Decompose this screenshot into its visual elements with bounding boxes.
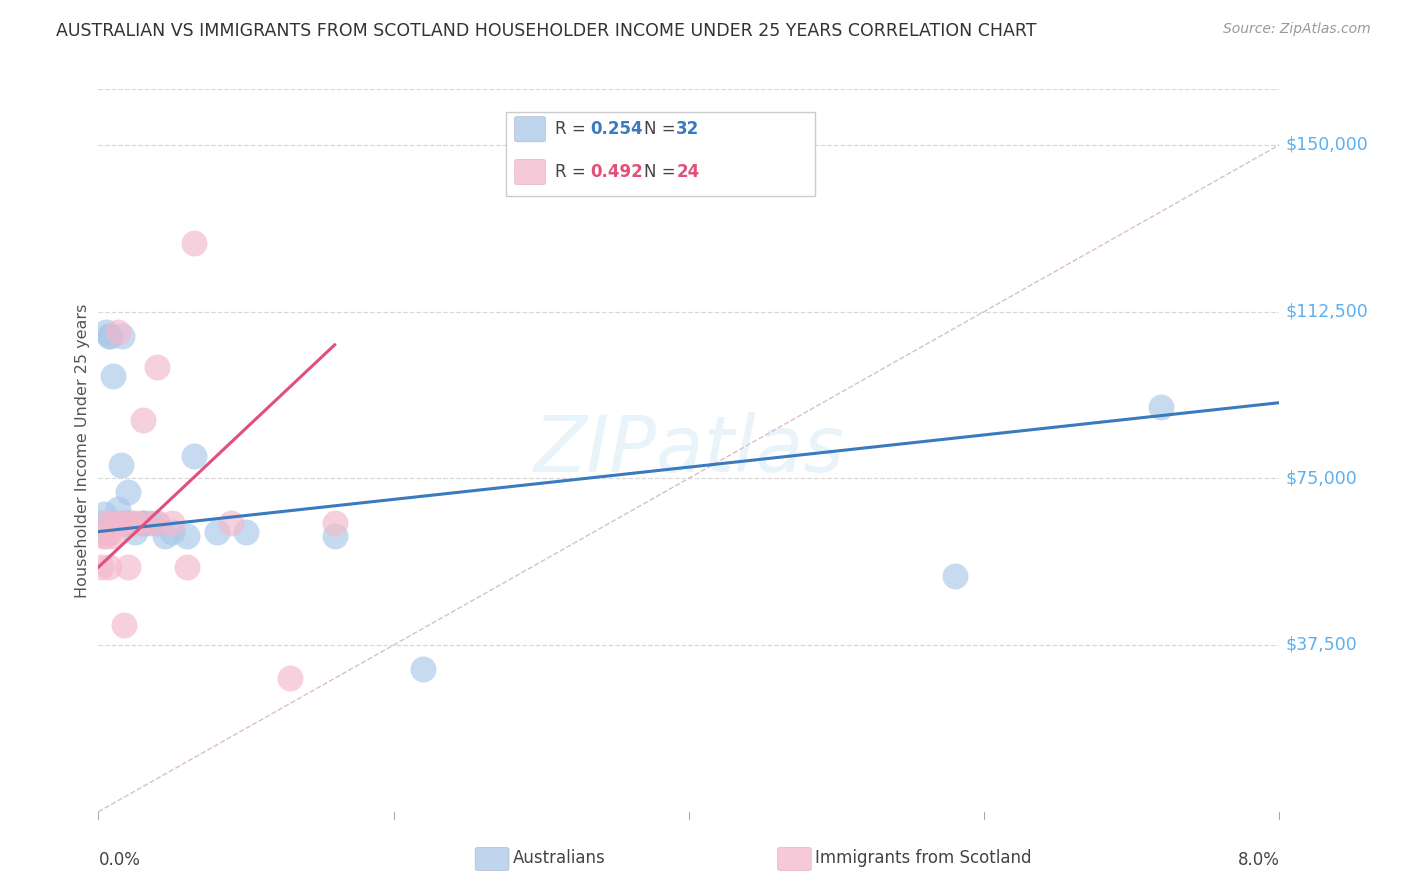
Text: N =: N = [644, 163, 681, 181]
Point [146, 360, 169, 375]
Point [97, 329, 120, 343]
Point [112, 618, 135, 632]
Point [183, 449, 205, 463]
Point [107, 502, 129, 516]
Point [117, 516, 139, 530]
Text: Source: ZipAtlas.com: Source: ZipAtlas.com [1223, 22, 1371, 37]
Point [110, 458, 132, 472]
Text: $112,500: $112,500 [1285, 302, 1368, 320]
Point [117, 516, 139, 530]
Point [162, 524, 183, 539]
Point [183, 235, 205, 250]
Point [90, 516, 112, 530]
Point [107, 325, 129, 339]
Point [146, 516, 169, 530]
Text: 32: 32 [676, 120, 700, 138]
Point [103, 369, 124, 384]
Point [146, 516, 169, 530]
Text: 8.0%: 8.0% [1237, 852, 1279, 870]
Text: Australians: Australians [513, 849, 606, 867]
Point [98, 524, 121, 539]
Point [1150, 400, 1173, 414]
Text: 0.254: 0.254 [591, 120, 643, 138]
Point [412, 662, 434, 676]
Point [94, 325, 117, 339]
Point [235, 524, 257, 539]
Point [205, 524, 228, 539]
Point [91, 524, 114, 539]
Point [112, 516, 135, 530]
Text: 0.492: 0.492 [591, 163, 644, 181]
Point [111, 329, 134, 343]
Point [107, 516, 129, 530]
Text: $37,500: $37,500 [1285, 636, 1357, 654]
Point [97, 560, 120, 574]
Point [103, 529, 124, 543]
Point [103, 516, 124, 530]
Text: 0.0%: 0.0% [98, 852, 141, 870]
Point [153, 529, 176, 543]
Point [132, 516, 155, 530]
Point [124, 524, 146, 539]
Point [120, 516, 142, 530]
Point [103, 516, 124, 530]
Point [132, 413, 155, 427]
Point [93, 507, 115, 521]
Point [132, 516, 155, 530]
Point [323, 516, 346, 530]
Text: 24: 24 [676, 163, 700, 181]
Point [117, 560, 139, 574]
Text: N =: N = [644, 120, 681, 138]
Point [323, 529, 346, 543]
Point [176, 529, 198, 543]
Text: ZIPatlas: ZIPatlas [533, 412, 845, 489]
Point [91, 529, 114, 543]
Point [90, 560, 112, 574]
Point [219, 516, 242, 530]
Point [943, 569, 966, 583]
Point [162, 516, 183, 530]
Point [124, 516, 146, 530]
Point [94, 529, 117, 543]
Point [139, 516, 162, 530]
Text: $75,000: $75,000 [1285, 469, 1357, 487]
Point [132, 516, 155, 530]
Point [117, 484, 139, 499]
Text: $150,000: $150,000 [1285, 136, 1368, 153]
Text: R =: R = [555, 163, 592, 181]
Point [278, 671, 301, 685]
Text: Immigrants from Scotland: Immigrants from Scotland [815, 849, 1032, 867]
Text: R =: R = [555, 120, 592, 138]
Point [176, 560, 198, 574]
Point [114, 516, 136, 530]
Y-axis label: Householder Income Under 25 years: Householder Income Under 25 years [75, 303, 90, 598]
Point [96, 516, 118, 530]
Text: AUSTRALIAN VS IMMIGRANTS FROM SCOTLAND HOUSEHOLDER INCOME UNDER 25 YEARS CORRELA: AUSTRALIAN VS IMMIGRANTS FROM SCOTLAND H… [56, 22, 1036, 40]
Point [110, 516, 132, 530]
Point [98, 329, 121, 343]
